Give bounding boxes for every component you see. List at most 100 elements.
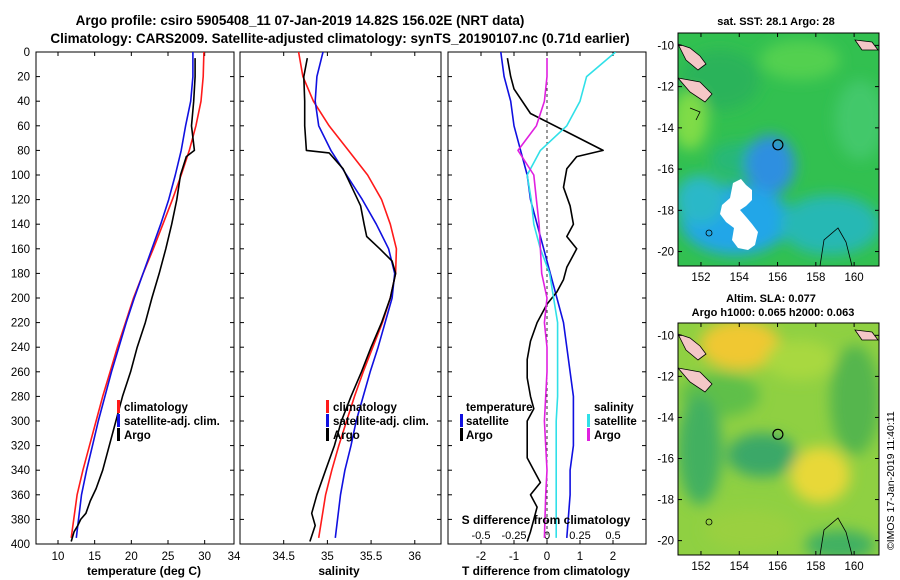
x-tick-label: 35 bbox=[321, 551, 334, 563]
y-tick-label: 120 bbox=[11, 195, 30, 207]
legend-swatch-satellite bbox=[326, 414, 329, 427]
legend-s-argo: Argo bbox=[594, 430, 621, 442]
legend-temperature-title: temperature bbox=[466, 402, 532, 414]
y-tick-label: 220 bbox=[11, 318, 30, 330]
difference-temperature-legend: temperature satellite Argo bbox=[460, 402, 532, 442]
x-tick-label: 36 bbox=[408, 551, 421, 563]
series-line-temperature-argo bbox=[506, 57, 604, 542]
series-line-argo bbox=[70, 58, 196, 542]
y-tick-label: 40 bbox=[17, 96, 30, 108]
map-y-tick-label: -18 bbox=[657, 495, 674, 507]
salinity-y-ticks bbox=[240, 51, 441, 545]
sst-map-frame bbox=[677, 32, 880, 267]
legend-satellite: satellite-adj. clim. bbox=[124, 416, 220, 428]
legend-t-argo: Argo bbox=[466, 430, 493, 442]
map-y-tick-label: -20 bbox=[657, 247, 674, 259]
difference-top-x-label: S difference from climatology bbox=[462, 513, 631, 527]
map-y-tick-label: -10 bbox=[657, 330, 674, 342]
map-x-tick-label: 158 bbox=[806, 272, 825, 284]
y-tick-label: 360 bbox=[11, 490, 30, 502]
x-tick-label: 15 bbox=[88, 551, 101, 563]
contour bbox=[819, 517, 853, 555]
y-tick-label: 300 bbox=[11, 416, 30, 428]
map-y-tick-label: -14 bbox=[657, 123, 674, 135]
map-x-tick-label: 152 bbox=[691, 272, 710, 284]
x-tick-label: 10 bbox=[52, 551, 65, 563]
contour bbox=[689, 107, 701, 121]
difference-series bbox=[500, 52, 617, 544]
y-tick-label: 240 bbox=[11, 342, 30, 354]
legend-argo: Argo bbox=[124, 430, 151, 442]
map-y-tick-label: -18 bbox=[657, 205, 674, 217]
x-tick-label: 30 bbox=[198, 551, 211, 563]
series-line-salinity-argo bbox=[517, 58, 548, 538]
series-line-satellite-adj-clim- bbox=[75, 52, 194, 538]
contour bbox=[705, 229, 713, 237]
coastline bbox=[678, 77, 713, 103]
map-x-tick-label: 160 bbox=[845, 272, 864, 284]
sst-map-ticks: 152 154 156 158 160 -10 -12 -14 -16 -18 -20 bbox=[657, 33, 879, 284]
series-line-temperature-satellite bbox=[500, 52, 575, 538]
map-y-tick-label: -12 bbox=[657, 371, 674, 383]
x-tick-label: 25 bbox=[162, 551, 175, 563]
y-tick-label: 400 bbox=[11, 539, 30, 551]
y-tick-label: 140 bbox=[11, 219, 30, 231]
sla-map-title: Altim. SLA: 0.077 bbox=[726, 293, 816, 305]
sla-map-subtitle: Argo h1000: 0.065 h2000: 0.063 bbox=[692, 307, 855, 319]
y-tick-label: 260 bbox=[11, 367, 30, 379]
salinity-plot-frame bbox=[239, 51, 442, 545]
top-x-tick-label: 0 bbox=[544, 530, 550, 542]
legend-swatch-satellite bbox=[117, 414, 120, 427]
x-tick-label: 0 bbox=[544, 551, 550, 563]
legend-swatch-argo bbox=[326, 428, 329, 441]
figure-title-line1: Argo profile: csiro 5905408_11 07-Jan-20… bbox=[76, 13, 525, 28]
legend-climatology: climatology bbox=[124, 402, 189, 414]
map-y-tick-label: -16 bbox=[657, 454, 674, 466]
map-x-tick-label: 156 bbox=[768, 272, 787, 284]
y-tick-label: 60 bbox=[17, 121, 30, 133]
salinity-legend: climatology satellite-adj. clim. Argo bbox=[326, 400, 429, 442]
x-tick-label: -1 bbox=[509, 551, 519, 563]
legend-swatch-t-argo bbox=[460, 428, 463, 441]
y-tick-label: 340 bbox=[11, 465, 30, 477]
legend-swatch-s-satellite bbox=[587, 414, 590, 427]
legend-satellite: satellite-adj. clim. bbox=[333, 416, 429, 428]
legend-swatch-argo bbox=[117, 428, 120, 441]
top-x-tick-label: -0.5 bbox=[472, 530, 491, 542]
coastline bbox=[678, 367, 713, 393]
contour bbox=[705, 518, 713, 526]
legend-swatch-t-satellite bbox=[460, 414, 463, 427]
y-tick-label: 100 bbox=[11, 170, 30, 182]
coastline bbox=[678, 43, 707, 71]
sst-map: sat. SST: 28.1 Argo: 28 152 15 bbox=[657, 16, 880, 284]
map-y-tick-label: -12 bbox=[657, 82, 674, 94]
top-x-tick-label: -0.25 bbox=[501, 530, 526, 542]
y-tick-label: 320 bbox=[11, 441, 30, 453]
sst-map-title: sat. SST: 28.1 Argo: 28 bbox=[717, 16, 835, 28]
top-x-tick-label: 0.25 bbox=[569, 530, 590, 542]
salinity-series bbox=[297, 52, 398, 542]
series-line-argo bbox=[302, 57, 397, 542]
sla-map: Altim. SLA: 0.077 Argo h1000: 0.065 h200… bbox=[657, 293, 880, 573]
y-tick-label: 280 bbox=[11, 391, 30, 403]
sla-map-field bbox=[678, 323, 879, 555]
map-x-tick-label: 156 bbox=[768, 561, 787, 573]
x-tick-label: 35.5 bbox=[360, 551, 382, 563]
series-line-salinity-satellite bbox=[526, 52, 617, 538]
legend-swatch-s-argo bbox=[587, 428, 590, 441]
map-y-tick-label: -16 bbox=[657, 164, 674, 176]
argo-position-marker bbox=[772, 428, 784, 440]
legend-salinity-title: salinity bbox=[594, 402, 634, 414]
difference-x-label: T difference from climatology bbox=[462, 564, 630, 578]
sla-map-ticks: 152 154 156 158 160 -10 -12 -14 -16 -18 -20 bbox=[657, 323, 879, 573]
difference-y-ticks bbox=[448, 51, 646, 545]
legend-swatch-climatology bbox=[326, 400, 329, 413]
map-y-tick-label: -20 bbox=[657, 536, 674, 548]
map-x-tick-label: 154 bbox=[730, 272, 750, 284]
coastline bbox=[854, 329, 879, 341]
legend-argo: Argo bbox=[333, 430, 360, 442]
map-y-tick-label: -10 bbox=[657, 40, 674, 52]
x-tick-label: 1 bbox=[577, 551, 583, 563]
map-x-tick-label: 160 bbox=[845, 561, 864, 573]
legend-climatology: climatology bbox=[333, 402, 398, 414]
